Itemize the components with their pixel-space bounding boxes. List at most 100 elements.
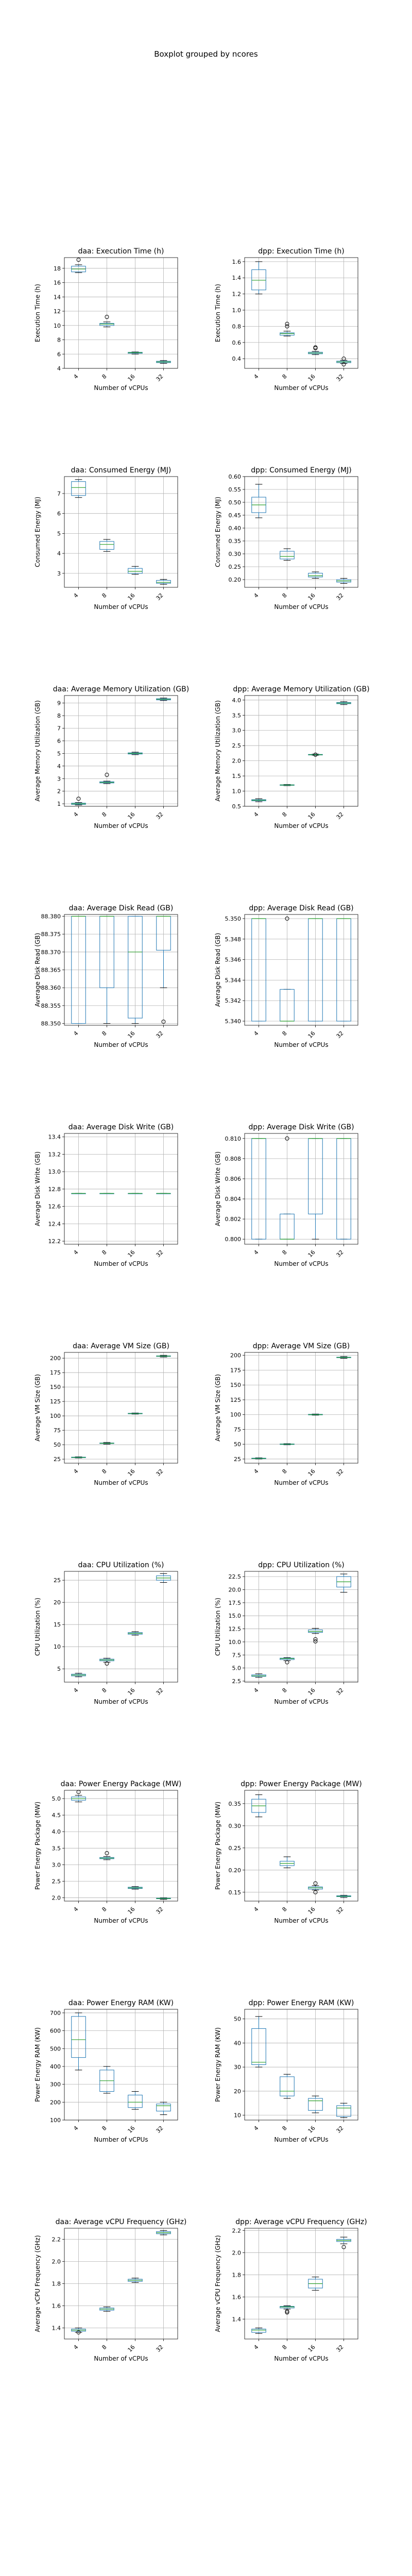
- box-32: [156, 1355, 171, 1358]
- box-32: [156, 2102, 171, 2115]
- box-32: [156, 1897, 171, 1900]
- y-axis-label: Power Energy Package (MW): [214, 1802, 221, 1890]
- x-axis-label: Number of vCPUs: [274, 1917, 328, 1924]
- outlier-point: [76, 796, 81, 801]
- y-tick-label: 1.4: [52, 2325, 61, 2332]
- x-tick-label: 8: [100, 373, 108, 380]
- x-tick-label: 32: [155, 592, 165, 602]
- y-tick-label: 10: [234, 2112, 241, 2119]
- x-tick-label: 16: [307, 1468, 317, 1478]
- y-tick-label: 2: [57, 788, 61, 795]
- x-tick-label: 8: [100, 1030, 108, 1037]
- x-tick-label: 8: [100, 1906, 108, 1913]
- x-tick-label: 32: [155, 2125, 165, 2134]
- y-axis-label: CPU Utilization (%): [214, 1598, 221, 1656]
- y-tick-label: 100: [50, 2117, 61, 2124]
- subplot-1: 4 6 8 10 12 14 16 18 4 8 16 32 daa: Execution Time (…: [34, 247, 178, 392]
- subplot-14: 2.5 5.0 7.5 10.0 12.5 15.0 17.5 20.0 22.5 4 8 16 32 d…: [214, 1561, 358, 1705]
- y-tick-label: 0.6: [232, 340, 242, 346]
- x-tick-label: 4: [72, 811, 79, 818]
- x-tick-label: 32: [155, 1906, 165, 1916]
- y-tick-label: 88.360: [41, 985, 61, 991]
- y-tick-label: 1.6: [52, 2303, 61, 2310]
- box-8: [280, 1443, 295, 1445]
- y-tick-label: 5: [57, 750, 61, 757]
- box-16: [128, 2091, 143, 2110]
- y-axis-label: Consumed Energy (MJ): [214, 497, 221, 567]
- y-tick-label: 0.15: [229, 1889, 242, 1896]
- x-tick-label: 8: [281, 1468, 288, 1475]
- box-8: [280, 1657, 295, 1665]
- y-tick-label: 1.8: [232, 2272, 242, 2278]
- y-tick-label: 200: [50, 1355, 61, 1362]
- y-tick-label: 125: [50, 1398, 61, 1405]
- outlier-point: [285, 321, 289, 326]
- y-tick-label: 1.0: [232, 307, 242, 314]
- x-tick-label: 32: [335, 2125, 345, 2134]
- x-tick-label: 8: [100, 592, 108, 599]
- figure-suptitle: Boxplot grouped by ncores: [154, 49, 258, 59]
- box-8: [280, 784, 295, 786]
- outlier-point: [341, 2245, 346, 2249]
- y-tick-label: 10: [54, 323, 61, 329]
- y-tick-label: 75: [54, 1427, 61, 1434]
- iqr-box: [156, 2104, 171, 2112]
- subplot-title: daa: CPU Utilization (%): [78, 1561, 164, 1569]
- y-tick-label: 150: [50, 1384, 61, 1391]
- x-tick-label: 16: [127, 1030, 136, 1040]
- y-tick-label: 1.2: [232, 291, 242, 298]
- y-tick-label: 16: [54, 280, 61, 286]
- box-16: [128, 1886, 143, 1890]
- y-tick-label: 0.804: [225, 1196, 242, 1202]
- box-32: [336, 918, 351, 1022]
- axes-frame: [244, 2228, 358, 2340]
- y-tick-label: 7.5: [232, 1652, 242, 1658]
- box-16: [308, 571, 323, 579]
- y-tick-label: 22.5: [229, 1573, 242, 1580]
- y-tick-label: 7: [57, 725, 61, 732]
- box-4: [251, 2328, 266, 2334]
- x-tick-label: 32: [335, 592, 345, 602]
- box-4: [71, 2012, 86, 2071]
- box-8: [99, 772, 114, 784]
- y-tick-label: 2.5: [232, 1678, 242, 1685]
- box-4: [251, 261, 266, 295]
- box-4: [71, 479, 86, 498]
- axes-frame: [244, 1352, 358, 1464]
- y-tick-label: 3.5: [232, 712, 242, 719]
- subplot-6: 0.5 1.0 1.5 2.0 2.5 3.0 3.5 4.0 4 8 16 32 dpp: Avera…: [214, 685, 370, 829]
- x-tick-label: 8: [281, 2344, 288, 2351]
- x-tick-label: 4: [252, 1249, 260, 1256]
- box-16: [308, 345, 323, 355]
- x-tick-label: 16: [307, 373, 317, 383]
- x-tick-label: 32: [335, 1687, 345, 1697]
- y-tick-label: 4: [57, 365, 61, 372]
- axes-frame: [64, 476, 178, 588]
- x-tick-label: 4: [252, 1906, 260, 1913]
- subplot-3: 3 4 5 6 7 4 8 16 32 daa: Consumed Energy (MJ) Numb…: [34, 466, 178, 611]
- subplot-title: daa: Consumed Energy (MJ): [71, 466, 171, 474]
- y-tick-label: 0.800: [225, 1236, 242, 1243]
- y-tick-label: 1.6: [232, 259, 242, 265]
- x-tick-label: 32: [335, 1030, 345, 1040]
- y-tick-label: 4: [57, 763, 61, 770]
- y-tick-label: 2.2: [232, 2227, 242, 2234]
- x-axis-label: Number of vCPUs: [274, 1479, 328, 1486]
- iqr-box: [71, 481, 86, 496]
- x-tick-label: 32: [335, 1906, 345, 1916]
- y-tick-label: 25: [54, 1577, 61, 1584]
- subplot-15: 2.0 2.5 3.0 3.5 4.0 4.5 5.0 4 8 16 32 daa: Power En…: [34, 1780, 181, 1924]
- axes-frame: [64, 1133, 178, 1245]
- axes-frame: [244, 695, 358, 807]
- y-tick-label: 88.380: [41, 913, 61, 920]
- y-tick-label: 50: [234, 2016, 241, 2023]
- y-tick-label: 0.40: [229, 525, 242, 532]
- outlier-point: [341, 357, 346, 361]
- box-4: [251, 798, 266, 802]
- x-axis-label: Number of vCPUs: [94, 1698, 148, 1705]
- axes-frame: [64, 2009, 178, 2121]
- outlier-point: [76, 258, 81, 262]
- y-tick-label: 0.30: [229, 551, 242, 557]
- x-axis-label: Number of vCPUs: [94, 1917, 148, 1924]
- x-tick-label: 8: [281, 2125, 288, 2132]
